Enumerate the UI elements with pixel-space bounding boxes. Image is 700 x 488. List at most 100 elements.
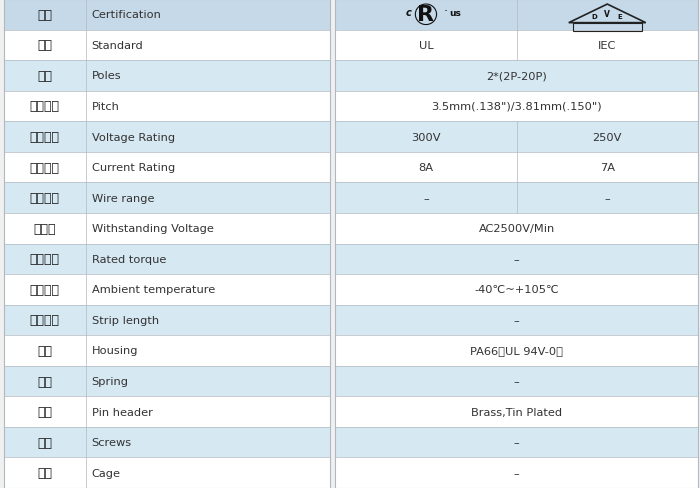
Text: 250V: 250V [593,132,622,142]
Text: 8A: 8A [419,163,433,173]
Text: 认证: 认证 [37,9,52,22]
Text: 额定扭矩: 额定扭矩 [30,253,60,266]
Bar [86,305,330,336]
Text: Voltage Rating: Voltage Rating [92,132,175,142]
Text: Cage: Cage [92,468,120,478]
Bar [335,305,698,336]
Text: 剥线长度: 剥线长度 [30,314,60,327]
Bar [517,122,698,152]
Bar [517,0,698,30]
Bar [4,396,86,427]
Text: –: – [514,315,519,325]
Text: –: – [423,193,429,203]
Bar [4,92,86,122]
Bar [4,61,86,92]
Text: Strip length: Strip length [92,315,159,325]
Text: AC2500V/Min: AC2500V/Min [479,224,554,234]
Bar [4,244,86,274]
Bar [86,244,330,274]
Bar [517,30,698,61]
Bar [335,92,698,122]
Bar [335,122,517,152]
Bar [335,396,698,427]
Text: Pin header: Pin header [92,407,153,417]
Text: –: – [514,468,519,478]
Bar [4,122,86,152]
Bar [335,458,698,488]
Text: 导线截面: 导线截面 [30,192,60,205]
Bar [335,366,698,396]
Text: Spring: Spring [92,376,129,386]
Text: Rated torque: Rated torque [92,254,166,264]
Text: UL: UL [419,41,433,51]
Bar [4,458,86,488]
Text: Wire range: Wire range [92,193,154,203]
Text: us: us [449,9,461,18]
Bar [335,183,517,214]
Text: PA66（UL 94V-0）: PA66（UL 94V-0） [470,346,563,356]
Text: –: – [604,193,610,203]
Bar [335,336,698,366]
Bar [335,61,698,92]
Text: ·: · [444,5,447,18]
Text: IEC: IEC [598,41,617,51]
Text: D: D [592,14,598,20]
Bar [4,427,86,458]
Bar [86,458,330,488]
Bar [335,30,517,61]
Text: 300V: 300V [411,132,441,142]
Text: 3.5mm(.138")/3.81mm(.150"): 3.5mm(.138")/3.81mm(.150") [431,102,602,112]
Bar [335,214,698,244]
Text: 弹片: 弹片 [37,375,52,388]
Bar [4,30,86,61]
Bar [335,152,517,183]
Text: c: c [405,8,412,18]
Bar [517,183,698,214]
Text: –: – [514,254,519,264]
Bar [86,152,330,183]
Text: Screws: Screws [92,437,132,447]
Bar [86,122,330,152]
Text: -40℃~+105℃: -40℃~+105℃ [474,285,559,295]
Text: 方盒: 方盒 [37,466,52,479]
Text: E: E [617,14,622,20]
Text: Certification: Certification [92,10,162,20]
Text: 焊脚: 焊脚 [37,405,52,418]
Bar [86,336,330,366]
Text: 极数: 极数 [37,70,52,83]
Text: V: V [604,10,610,19]
Bar [335,427,698,458]
Text: 额定电流: 额定电流 [30,161,60,174]
Text: 7A: 7A [600,163,615,173]
Text: Poles: Poles [92,71,121,81]
Text: 塑件: 塑件 [37,344,52,357]
Bar [86,396,330,427]
Bar [4,183,86,214]
Bar [517,152,698,183]
Bar [4,152,86,183]
Text: Housing: Housing [92,346,138,356]
Bar [86,427,330,458]
Text: 额定电压: 额定电压 [30,131,60,144]
Text: Ambient temperature: Ambient temperature [92,285,215,295]
Bar [4,0,86,30]
Text: 产品间距: 产品间距 [30,100,60,113]
Bar [86,366,330,396]
Text: 2*(2P-20P): 2*(2P-20P) [486,71,547,81]
Bar [86,183,330,214]
Bar [4,274,86,305]
Bar [86,214,330,244]
Bar [86,274,330,305]
Text: R: R [417,5,435,25]
Text: Brass,Tin Plated: Brass,Tin Plated [471,407,562,417]
Bar [335,244,698,274]
Bar [86,61,330,92]
Text: 螺丝: 螺丝 [37,436,52,449]
Bar [335,0,517,30]
Text: Current Rating: Current Rating [92,163,175,173]
Bar [4,305,86,336]
Text: 环境温度: 环境温度 [30,283,60,296]
Bar [573,23,642,32]
Bar [4,214,86,244]
Text: Standard: Standard [92,41,144,51]
